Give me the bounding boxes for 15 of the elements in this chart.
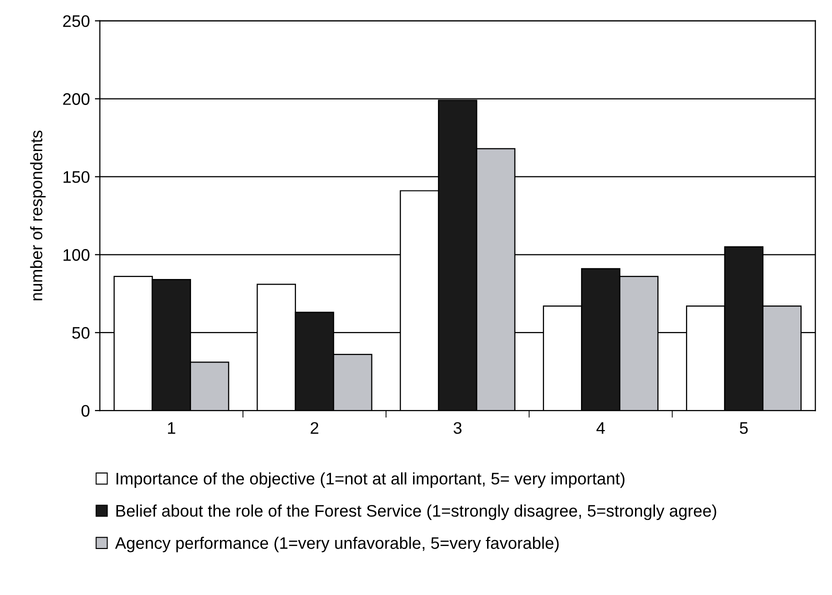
y-tick-label: 50 [72, 327, 90, 339]
legend-label: Importance of the objective (1=not at all important, 5= very important) [116, 472, 624, 488]
x-tick-label: 2 [310, 422, 318, 434]
y-tick-label: 0 [82, 404, 90, 417]
y-tick-label: 200 [63, 93, 90, 105]
legend-label: Agency performance (1=very unfavorable, 5=very favorable) [115, 536, 559, 552]
y-axis-title: number of respondents [30, 130, 46, 300]
y-tick-label: 250 [63, 15, 90, 28]
x-tick-label: 3 [454, 422, 462, 434]
x-tick-label: 4 [596, 422, 605, 434]
x-tick-label: 1 [168, 422, 176, 434]
legend-label: Belief about the role of the Forest Service (1=strongly disagree, 5=strongly agree) [116, 504, 716, 520]
y-tick-label: 100 [64, 249, 90, 261]
y-tick-label: 150 [64, 171, 90, 183]
x-tick-label: 5 [740, 422, 748, 434]
